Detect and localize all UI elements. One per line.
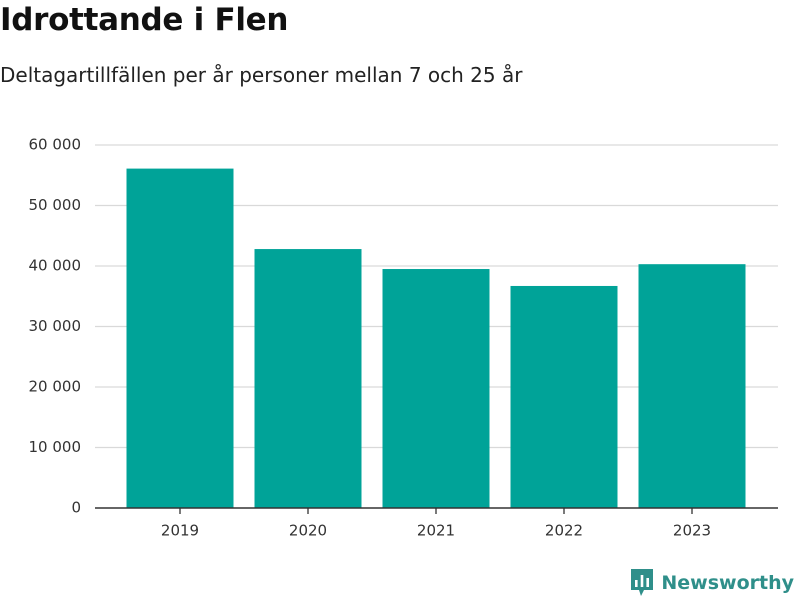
x-tick-label: 2019 [161, 522, 199, 540]
x-tick-label: 2021 [417, 522, 455, 540]
bar-2021 [382, 269, 490, 508]
x-tick-label: 2020 [289, 522, 327, 540]
bar-2019 [126, 168, 234, 508]
y-tick-label: 50 000 [29, 196, 82, 214]
bar-2023 [638, 264, 746, 508]
chart-subtitle: Deltagartillfällen per år personer mella… [0, 63, 523, 87]
y-tick-label: 60 000 [29, 136, 82, 154]
chart-title: Idrottande i Flen [0, 2, 289, 38]
brand-logo: Newsworthy [630, 568, 794, 598]
y-tick-label: 20 000 [29, 378, 82, 396]
bar-2020 [254, 249, 362, 508]
x-tick-label: 2022 [545, 522, 583, 540]
y-tick-label: 40 000 [29, 257, 82, 275]
newsworthy-logo-icon [631, 569, 654, 596]
x-axis [95, 507, 778, 514]
brand-name: Newsworthy [661, 572, 794, 594]
y-tick-label: 10 000 [29, 438, 82, 456]
y-tick-label: 0 [71, 499, 81, 517]
y-tick-label: 30 000 [29, 317, 82, 335]
x-tick-label: 2023 [673, 522, 711, 540]
y-axis-tick-labels: 0 10 000 20 000 30 000 40 000 50 000 60 000 [29, 136, 82, 517]
bar-chart: 0 10 000 20 000 30 000 40 000 50 000 60 000 20… [29, 136, 778, 540]
bars [126, 168, 746, 508]
bar-2022 [510, 285, 618, 508]
x-axis-tick-labels: 2019 2020 2021 2022 2023 [161, 522, 711, 540]
